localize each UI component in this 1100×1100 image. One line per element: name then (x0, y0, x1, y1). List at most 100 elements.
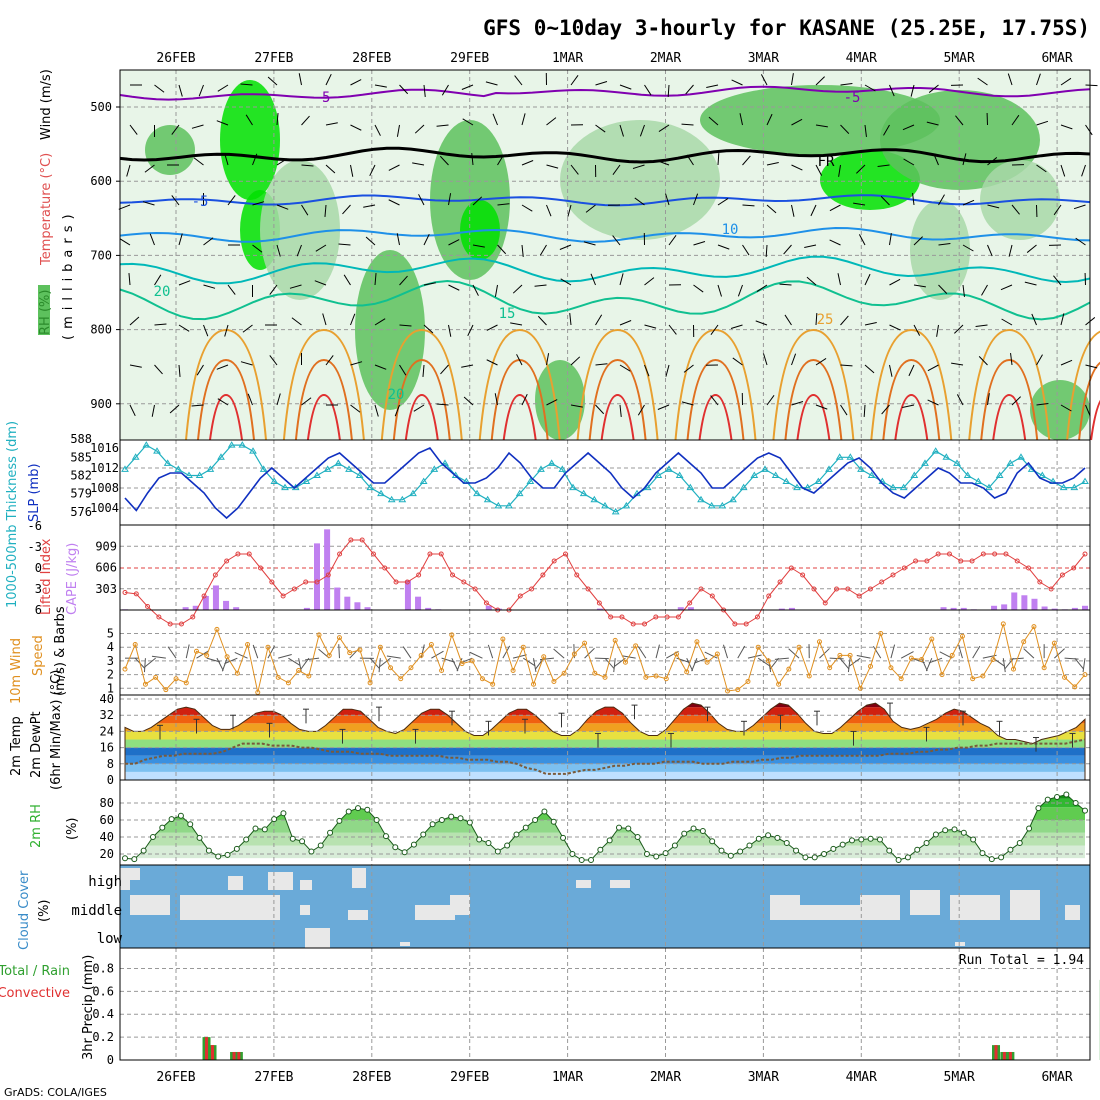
cloud-clear-region (955, 942, 965, 946)
cloud-clear-region (450, 895, 470, 915)
bottom-date-tick-label: 28FEB (352, 1070, 391, 1085)
li-tick-label: -3 (28, 540, 42, 554)
cloud-low-label: low (97, 931, 123, 947)
wind10m-barb (890, 644, 896, 659)
wind-barb (154, 364, 163, 375)
wind-barb (413, 404, 425, 412)
thickness-point (163, 459, 172, 466)
cloud-clear-region (180, 895, 280, 920)
wind10m-point (633, 643, 639, 649)
bottom-date-tick-label: 5MAR (944, 1070, 975, 1085)
wind10m-barb (1054, 648, 1065, 659)
isotherm-label: -5 (314, 90, 331, 106)
wind-barb (717, 244, 730, 250)
rh2m-point (196, 834, 203, 841)
wind-barb (717, 284, 722, 297)
precip-axis-label: 3hr Precip (mm) (81, 955, 96, 1060)
rh2m-tick-label: 40 (100, 830, 114, 844)
li-point (777, 579, 783, 585)
wind-barb (298, 73, 302, 86)
wind-barb (913, 236, 923, 246)
rh2m-point (336, 817, 343, 824)
wind10m-point (622, 659, 628, 665)
rh-shaded-region (560, 120, 720, 240)
rh2m-point (1063, 791, 1070, 798)
temp2m-tick-label: 32 (100, 708, 114, 722)
wind-barb (365, 236, 376, 246)
isotherm-loop (392, 358, 451, 441)
thickness-point (675, 471, 684, 478)
cape-bar (324, 529, 331, 610)
wind-barb (301, 204, 309, 216)
wind-barb (779, 283, 792, 286)
isotherm-loop (380, 328, 463, 441)
thickness-tick-label: 579 (70, 487, 92, 501)
wind10m-barb (206, 657, 221, 663)
wind-barb (877, 164, 890, 167)
wind-barb (595, 404, 605, 415)
credit-label: GrADS: COLA/IGES (4, 1086, 107, 1099)
cloud-clear-region (860, 895, 900, 920)
rh2m-point (466, 819, 473, 826)
rh2m-point (187, 821, 194, 828)
thickness-point (430, 465, 439, 472)
wind-barb (1036, 164, 1047, 173)
wind10m-point (132, 641, 138, 647)
cape-bar (940, 607, 947, 610)
wind-barb (693, 193, 699, 206)
wind-barb (570, 74, 579, 86)
thickness-point (814, 477, 823, 485)
wind-barb (766, 394, 775, 406)
wind10m-point (1021, 639, 1027, 645)
wind-barb (227, 195, 236, 206)
wind-barb (142, 201, 155, 206)
wind10m-point (408, 665, 414, 671)
wind-barb (1060, 313, 1065, 326)
li-point (800, 572, 806, 578)
thickness-point (483, 495, 492, 503)
temp2m-tick-label: 8 (107, 757, 114, 771)
rh2m-point (755, 835, 762, 842)
rh2m-point (625, 825, 632, 832)
lifted-index-axis-label: Lifted Index (39, 538, 54, 615)
wind-barb (595, 314, 603, 326)
wind-barb (765, 244, 768, 258)
cloud-clear-region (400, 942, 410, 946)
rh-shaded-region (260, 160, 340, 300)
wind-barb (369, 164, 376, 177)
cloud-clear-region (130, 868, 140, 880)
thickness-point (1017, 453, 1025, 460)
cloud-clear-region (1010, 890, 1040, 920)
wind10m-barb (958, 644, 963, 659)
rh2m-point (886, 847, 893, 854)
wind10m-barb (288, 657, 301, 667)
rh2m-point (876, 836, 883, 843)
wind-barb (902, 404, 915, 408)
wind10m-point (602, 674, 608, 680)
li-point (879, 579, 885, 585)
wind-barb (472, 284, 479, 296)
wind10m-point (776, 681, 782, 687)
rh2m-point (205, 847, 212, 854)
wind-barb (374, 273, 377, 286)
wind10m-point (234, 670, 240, 676)
wind-barb (1085, 84, 1098, 87)
wind10m-point (786, 666, 792, 672)
wind-barb (755, 320, 768, 326)
wind10m-barb (378, 658, 381, 673)
wind10m-barb (252, 644, 259, 659)
wind10m-point (347, 650, 353, 656)
rh2m-point (895, 856, 902, 863)
wind-barb (242, 324, 253, 333)
isotherm-loop (1078, 361, 1100, 441)
wind-barb (363, 204, 376, 208)
wind-barb (1011, 204, 1020, 215)
thickness-point (259, 465, 268, 472)
wind10m-point (1051, 640, 1057, 646)
thickness-point (899, 483, 908, 491)
thickness-point (995, 471, 1004, 478)
isotherm-loop (576, 328, 659, 441)
rh2m-point (345, 808, 352, 815)
thickness-point (494, 501, 503, 509)
